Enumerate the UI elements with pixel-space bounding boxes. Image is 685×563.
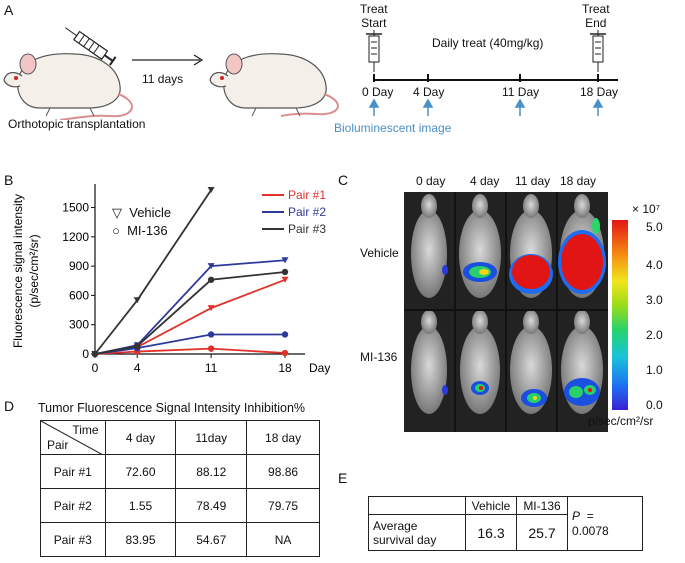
panel-d-letter: D: [4, 398, 15, 414]
row-label-mi136: MI-136: [360, 350, 398, 364]
timeline-day-0: 0 Day: [362, 85, 394, 99]
legend-pairs: Pair #1 Pair #2 Pair #3: [262, 186, 326, 237]
table-row: Pair #3 83.95 54.67 NA: [40, 522, 320, 557]
imaging-arrows: [368, 98, 604, 116]
transplant-label: Orthotopic transplantation: [8, 117, 146, 131]
bioluminescence-image-grid: [404, 192, 608, 432]
legend-pair-2: Pair #2: [262, 203, 326, 220]
scale-tick-3: 3.0: [646, 293, 663, 307]
line-chart: 0 300 600 900 1200 1500 0 4 11 18 Days Fluorescence…: [11, 184, 330, 375]
value-mi136: 25.7: [516, 514, 568, 551]
col-label-1: 4 day: [470, 174, 500, 188]
x-tick-label: 0: [92, 361, 99, 375]
color-scale-bar: [612, 220, 628, 410]
syringe-start-icon: [366, 30, 382, 72]
data-point-mi136: [207, 331, 215, 338]
mouse-with-syringe-icon: [3, 27, 133, 120]
header-vehicle: Vehicle: [465, 496, 517, 515]
scale-tick-5: 5.0: [646, 220, 663, 234]
legend-vehicle: ▽ Vehicle: [112, 205, 172, 220]
data-point-vehicle: [207, 263, 215, 270]
y-tick-label: 900: [69, 259, 89, 273]
y-axis-label-unit: (p/sec/cm²/sr): [27, 234, 41, 307]
data-point-mi136: [91, 350, 99, 358]
value-vehicle: 16.3: [465, 514, 517, 551]
data-point-vehicle: [207, 305, 215, 312]
header-mi136: MI-136: [516, 496, 568, 515]
data-point-mi136: [207, 345, 215, 352]
data-point-vehicle: [133, 297, 141, 304]
timeline-day-18: 18 Day: [580, 85, 619, 99]
scale-tick-4: 4.0: [646, 258, 663, 272]
data-point-vehicle: [207, 186, 215, 193]
x-axis-label: Days: [309, 361, 330, 375]
row-label-vehicle: Vehicle: [360, 246, 399, 260]
panel-c-letter: C: [338, 172, 349, 188]
header-4day: 4 day: [104, 420, 177, 455]
x-tick-label: 18: [278, 361, 292, 375]
interval-label: 11 days: [142, 72, 184, 86]
legend-mi136: ○ MI-136: [112, 223, 168, 238]
corner-cell: Time Pair: [40, 420, 106, 455]
panel-b-letter: B: [4, 172, 14, 188]
scale-tick-2: 2.0: [646, 328, 663, 342]
panel-a-letter: A: [4, 2, 14, 18]
series-line: [94, 271, 286, 355]
y-tick-label: 0: [82, 347, 89, 361]
table-row: Pair #1 72.60 88.12 98.86: [40, 454, 320, 489]
header-11day: 11day: [175, 420, 248, 455]
legend-pair-1-label: Pair #1: [288, 187, 327, 202]
legend-pair-2-label: Pair #2: [288, 204, 327, 219]
y-tick-label: 1500: [62, 201, 89, 215]
timeline: [366, 30, 618, 116]
series-line: [94, 333, 285, 355]
timeline-day-4: 4 Day: [413, 85, 445, 99]
col-label-2: 11 day: [515, 174, 551, 188]
treat-start-label: Treat Start: [360, 2, 388, 30]
inhibition-table: Time Pair 4 day 11day 18 day Pair #1 72.6…: [40, 420, 320, 557]
row-label-survival: Average survival day: [368, 514, 466, 551]
data-point-mi136: [207, 276, 215, 283]
y-tick-label: 1200: [62, 230, 89, 244]
mouse-icon: [209, 53, 339, 117]
data-point-mi136: [281, 268, 289, 276]
legend-markers: ▽ Vehicle ○ MI-136: [112, 204, 171, 240]
imaging-label: Bioluminescent image: [334, 121, 452, 135]
legend-pair-1: Pair #1: [262, 186, 326, 203]
data-point-mi136: [281, 331, 289, 338]
col-label-3: 18 day: [560, 174, 597, 188]
scale-tick-1: 1.0: [646, 363, 663, 377]
p-value-cell: P = 0.0078: [567, 496, 643, 551]
header-18day: 18 day: [246, 420, 320, 455]
timeline-day-11: 11 Day: [502, 85, 540, 99]
scale-exponent: × 10⁷: [632, 202, 661, 216]
data-point-mi136: [281, 349, 289, 357]
data-point-vehicle: [281, 257, 289, 264]
legend-pair-3-label: Pair #3: [288, 221, 327, 236]
data-point-mi136: [134, 342, 141, 350]
arrow-right-icon: [132, 54, 204, 66]
series-line: [94, 347, 286, 355]
y-tick-label: 300: [69, 318, 89, 332]
scale-unit: p/sec/cm²/sr: [588, 414, 654, 428]
panel-e-letter: E: [338, 470, 348, 486]
table-d-title: Tumor Fluorescence Signal Intensity Inhi…: [38, 401, 306, 415]
x-tick-label: 4: [134, 361, 141, 375]
data-point-vehicle: [281, 276, 289, 283]
y-axis-label: Fluorescence signal intensity: [11, 194, 25, 348]
survival-table: Vehicle MI-136 P = 0.0078 Average surviva…: [368, 496, 643, 551]
y-tick-label: 600: [69, 288, 89, 302]
legend-pair-3: Pair #3: [262, 220, 326, 237]
treat-end-label: Treat End: [582, 2, 610, 30]
daily-treat-label: Daily treat (40mg/kg): [432, 36, 544, 50]
x-tick-label: 11: [205, 361, 218, 375]
syringe-end-icon: [590, 30, 606, 72]
col-label-0: 0 day: [416, 174, 446, 188]
scale-tick-0: 0.0: [646, 398, 663, 412]
table-row: Pair #2 1.55 78.49 79.75: [40, 488, 320, 523]
